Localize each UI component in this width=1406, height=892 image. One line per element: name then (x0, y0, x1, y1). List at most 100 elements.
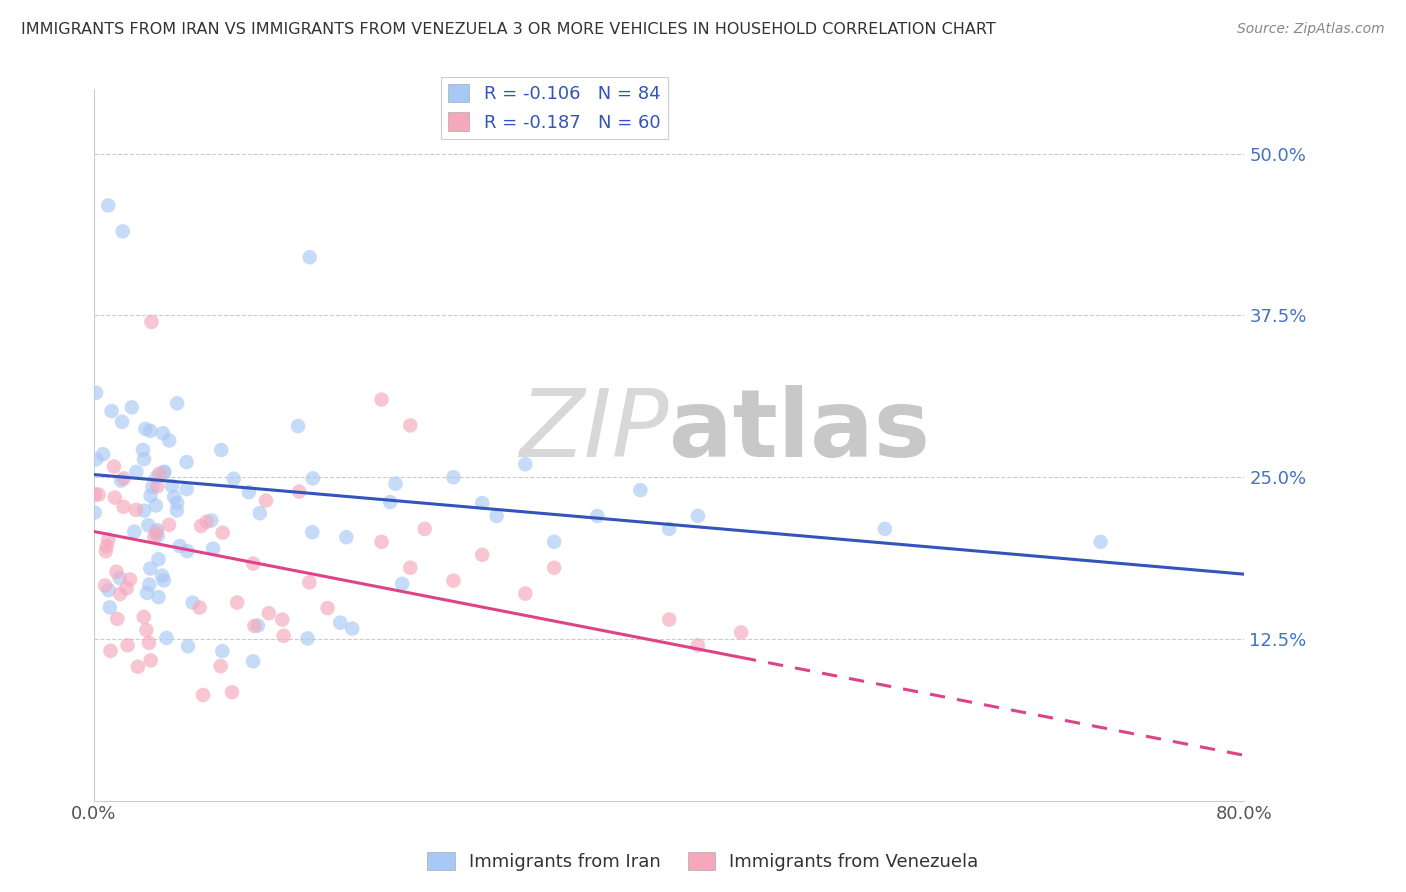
Point (242, 654, 264, 668)
Point (112, 500, 135, 514)
Point (226, 595, 249, 609)
Point (97, 583, 120, 598)
Point (298, 250, 321, 264)
Point (515, 457, 537, 471)
Point (221, 685, 243, 699)
Point (176, 544, 198, 558)
Point (108, 587, 131, 601)
Point (443, 470, 465, 484)
Point (176, 482, 198, 496)
Point (238, 485, 260, 500)
Point (100, 404, 122, 418)
Point (586, 508, 609, 523)
Point (115, 582, 138, 596)
Point (139, 424, 162, 438)
Point (209, 443, 232, 458)
Point (96, 539, 118, 553)
Point (105, 612, 128, 626)
Point (288, 484, 311, 499)
Point (139, 561, 162, 575)
Point (150, 568, 173, 582)
Point (84, 452, 107, 467)
Point (222, 472, 245, 486)
Point (146, 529, 169, 543)
Point (399, 418, 422, 433)
Point (83, 506, 105, 520)
Point (125, 465, 148, 479)
Point (145, 470, 167, 484)
Point (139, 653, 162, 667)
Point (211, 525, 233, 540)
Point (136, 586, 159, 600)
Point (138, 636, 160, 650)
Point (139, 489, 162, 503)
Point (730, 625, 752, 640)
Point (104, 491, 127, 505)
Point (117, 639, 139, 653)
Point (94, 544, 117, 558)
Point (257, 606, 280, 620)
Point (112, 471, 135, 485)
Point (105, 565, 128, 579)
Point (485, 508, 508, 523)
Point (399, 560, 422, 574)
Point (658, 612, 681, 626)
Point (211, 644, 233, 658)
Point (163, 490, 186, 504)
Point (195, 515, 218, 529)
Point (297, 632, 319, 646)
Point (287, 419, 309, 434)
Point (125, 503, 148, 517)
Point (190, 519, 212, 533)
Point (628, 483, 651, 497)
Point (146, 523, 169, 537)
Point (298, 575, 321, 590)
Point (254, 493, 277, 508)
Point (157, 434, 180, 448)
Point (169, 539, 191, 553)
Point (157, 517, 180, 532)
Point (370, 392, 392, 407)
Point (94, 578, 117, 592)
Point (177, 639, 200, 653)
Point (146, 479, 169, 493)
Point (127, 659, 149, 673)
Text: ZIP: ZIP (520, 385, 669, 476)
Point (84, 487, 107, 501)
Text: Source: ZipAtlas.com: Source: ZipAtlas.com (1237, 22, 1385, 37)
Text: IMMIGRANTS FROM IRAN VS IMMIGRANTS FROM VENEZUELA 3 OR MORE VEHICLES IN HOUSEHOL: IMMIGRANTS FROM IRAN VS IMMIGRANTS FROM … (21, 22, 995, 37)
Point (111, 224, 134, 238)
Point (160, 479, 183, 493)
Point (658, 522, 681, 536)
Point (335, 530, 357, 544)
Point (148, 552, 170, 566)
Point (145, 499, 167, 513)
Point (141, 480, 163, 494)
Point (188, 600, 211, 615)
Point (340, 622, 363, 636)
Point (202, 541, 225, 556)
Point (110, 474, 132, 488)
Point (152, 426, 174, 441)
Point (181, 596, 204, 610)
Point (301, 525, 323, 540)
Point (176, 455, 198, 469)
Point (141, 315, 163, 329)
Point (98, 600, 121, 615)
Point (443, 574, 465, 588)
Point (370, 534, 392, 549)
Point (686, 508, 709, 523)
Point (166, 396, 188, 410)
Point (153, 466, 176, 480)
Text: atlas: atlas (669, 384, 931, 476)
Point (515, 586, 537, 600)
Point (145, 525, 167, 540)
Point (134, 422, 156, 436)
Point (191, 688, 214, 702)
Point (97, 533, 120, 547)
Point (136, 518, 159, 533)
Point (413, 522, 436, 536)
Point (97, 198, 120, 212)
Point (111, 415, 134, 429)
Point (271, 613, 294, 627)
